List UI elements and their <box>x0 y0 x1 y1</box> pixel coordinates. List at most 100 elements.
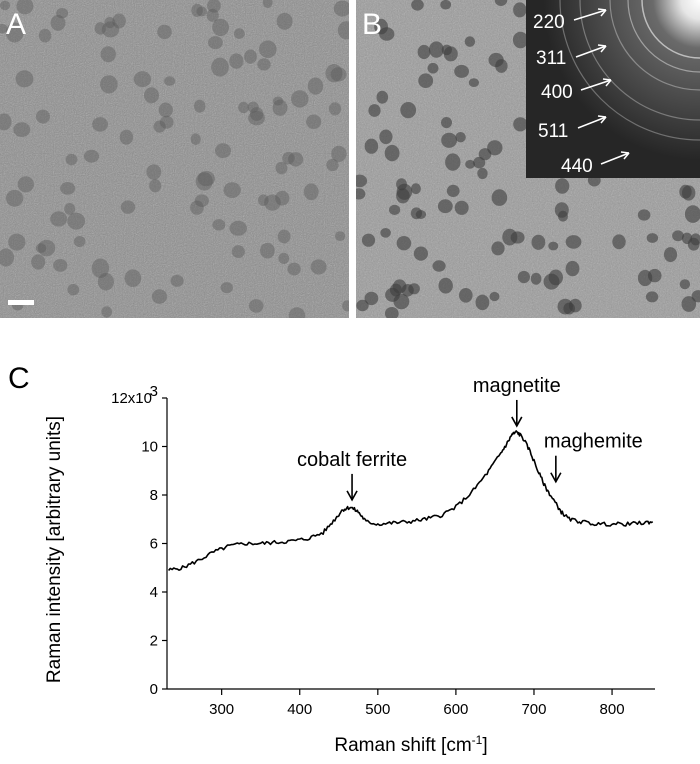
nanoparticle <box>565 260 580 277</box>
nanoparticle <box>94 22 106 35</box>
nanoparticle <box>56 8 69 19</box>
nanoparticle <box>379 129 393 145</box>
nanoparticle <box>275 161 288 175</box>
nanoparticle <box>517 270 530 284</box>
nanoparticle <box>445 153 461 171</box>
nanoparticle <box>223 182 241 199</box>
nanoparticle <box>264 194 281 211</box>
nanoparticle <box>65 153 78 166</box>
y-tick-label: 6 <box>150 536 158 553</box>
nanoparticle <box>36 109 50 124</box>
nanoparticle <box>67 212 86 230</box>
nanoparticle <box>477 167 488 180</box>
nanoparticle <box>272 96 284 106</box>
nanoparticle <box>144 87 159 104</box>
scale-bar <box>8 300 34 305</box>
panel-label-b: B <box>362 8 383 41</box>
nanoparticle <box>231 245 245 258</box>
saed-arrowhead-400 <box>602 78 612 87</box>
nanoparticle <box>663 247 678 263</box>
saed-label-400: 400 <box>541 82 573 103</box>
saed-ring-1 <box>641 0 700 59</box>
nanoparticle <box>212 219 226 231</box>
nanoparticle <box>288 307 306 318</box>
y-tick-label: 10 <box>141 439 158 456</box>
saed-background <box>526 0 700 178</box>
nanoparticle <box>364 291 379 306</box>
nanoparticle <box>112 13 126 29</box>
nanoparticle <box>35 243 47 254</box>
nanoparticle <box>681 296 697 312</box>
panel-label-c: C <box>8 362 30 395</box>
nanoparticle <box>191 3 203 17</box>
x-tick-label: 300 <box>209 701 234 718</box>
nanoparticle <box>291 90 309 108</box>
nanoparticle <box>502 228 518 246</box>
saed-inset: 220 311 400 511 440 <box>526 0 700 178</box>
saed-arrow-311 <box>575 45 607 58</box>
nanoparticle <box>335 231 346 242</box>
nanoparticle <box>646 233 659 243</box>
tem-image-b: 220 311 400 511 440 B <box>356 0 700 318</box>
nanoparticle <box>468 78 479 87</box>
nanoparticle <box>67 284 80 296</box>
nanoparticle <box>100 46 116 63</box>
nanoparticle <box>17 176 34 193</box>
nanoparticle <box>410 183 421 195</box>
nanoparticle <box>282 151 295 165</box>
saed-ring-4 <box>579 0 700 121</box>
nanoparticle <box>427 62 439 74</box>
nanoparticle <box>0 0 11 11</box>
nanoparticle <box>513 117 528 132</box>
saed-arrow-220 <box>573 9 607 21</box>
y-axis-title: Raman intensity [arbitrary units] <box>44 416 65 683</box>
nanoparticle <box>207 0 221 13</box>
nanoparticle <box>679 279 691 290</box>
x-tick-label: 800 <box>600 701 625 718</box>
nanoparticle <box>101 306 112 318</box>
x-tick-label: 500 <box>365 701 390 718</box>
nanoparticle <box>411 0 424 11</box>
nanoparticle <box>491 241 505 256</box>
nanoparticle <box>153 120 166 133</box>
nanoparticle <box>157 24 172 40</box>
nanoparticle <box>278 252 290 264</box>
nanoparticle <box>396 188 410 204</box>
nanoparticle <box>13 122 31 137</box>
nanoparticle <box>413 246 428 261</box>
nanoparticle <box>146 164 162 180</box>
tem-image-b-svg: 220 311 400 511 440 <box>356 0 700 318</box>
nanoparticle <box>211 57 229 77</box>
nanoparticle <box>441 44 452 56</box>
nanoparticle <box>275 190 290 206</box>
nanoparticle <box>565 235 582 249</box>
nanoparticle <box>513 2 527 18</box>
x-tick-label: 600 <box>443 701 468 718</box>
nanoparticle <box>687 237 700 251</box>
nanoparticle <box>193 99 206 113</box>
nanoparticle <box>229 53 244 69</box>
nanoparticle <box>637 209 651 221</box>
nanoparticle <box>101 21 120 38</box>
y-tick-label-sup: 3 <box>150 383 158 400</box>
x-axis-title: Raman shift [cm-1] <box>334 733 487 756</box>
saed-ring-2 <box>627 0 700 73</box>
nanoparticle <box>455 132 466 143</box>
nanoparticle <box>328 102 342 116</box>
nanoparticle <box>306 114 322 129</box>
nanoparticle <box>554 202 569 218</box>
nanoparticle <box>410 207 422 220</box>
peak-annotation-label: maghemite <box>544 431 643 453</box>
nanoparticle <box>543 273 560 290</box>
nanoparticle <box>432 260 446 272</box>
nanoparticle <box>208 36 223 50</box>
nanoparticle <box>512 31 529 49</box>
nanoparticle <box>418 73 434 88</box>
nanoparticle <box>557 298 573 315</box>
y-tick-label: 4 <box>150 584 158 601</box>
nanoparticle <box>5 189 24 207</box>
nanoparticle <box>364 138 379 154</box>
nanoparticle <box>247 101 259 113</box>
nanoparticle <box>194 194 209 207</box>
nanoparticle <box>50 211 68 227</box>
